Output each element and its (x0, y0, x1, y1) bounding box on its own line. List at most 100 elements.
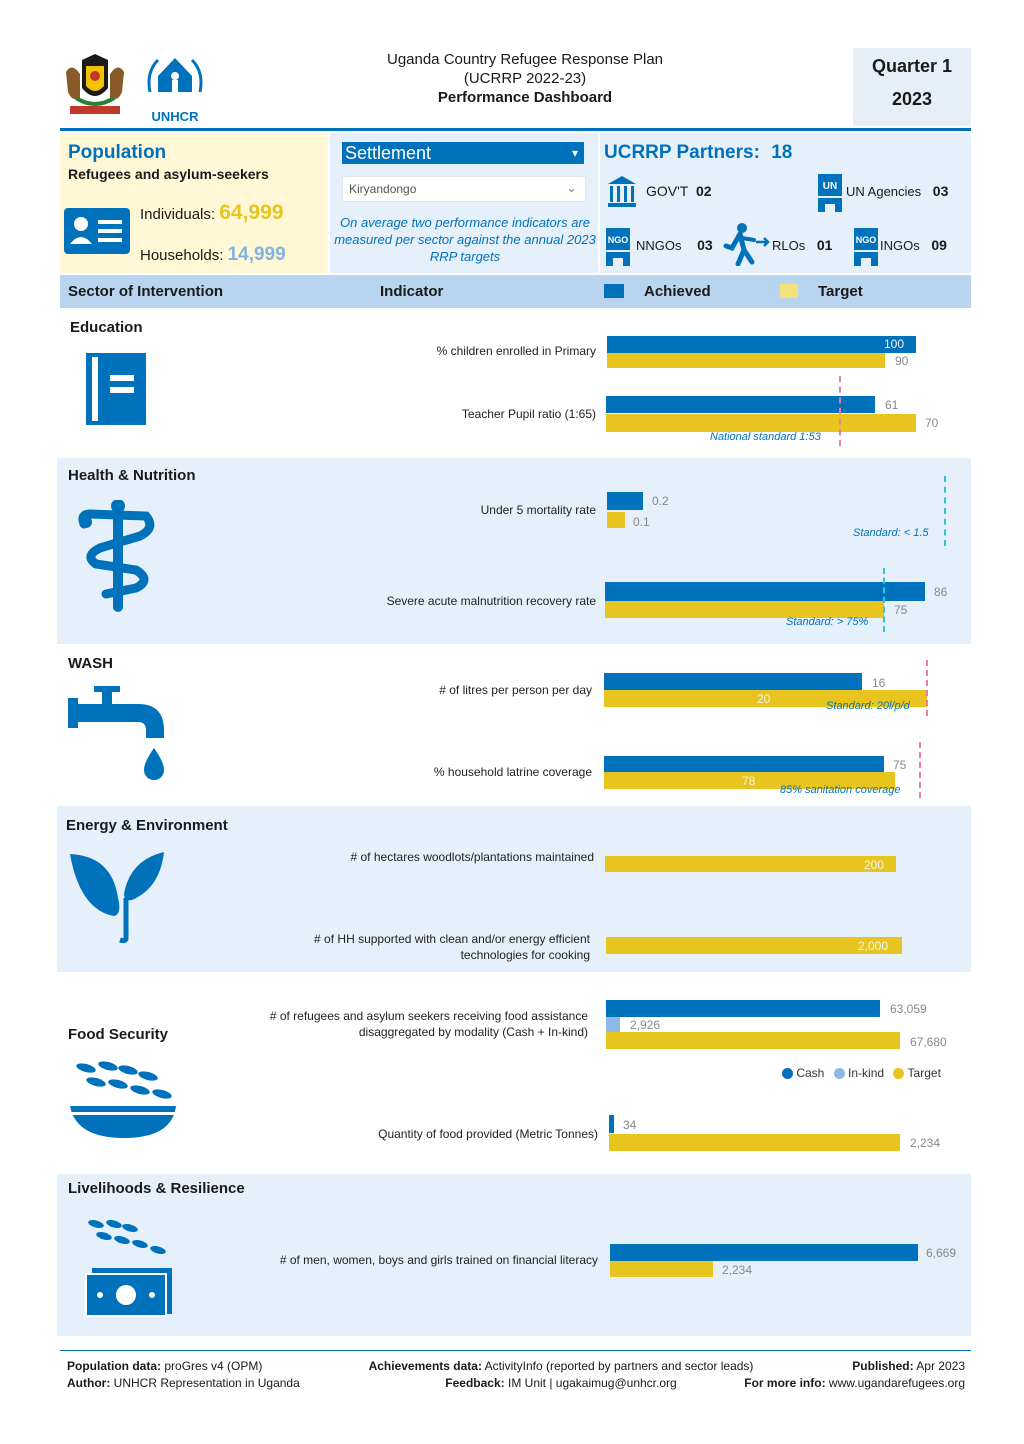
partner-rlo: RLOs 01 (772, 237, 832, 253)
indicator-label: Quantity of food provided (Metric Tonnes… (378, 1127, 598, 1141)
bar-achieved (605, 582, 925, 601)
money-grain-icon (82, 1218, 174, 1323)
bar-target (604, 690, 927, 707)
value-cash: 63,059 (890, 1002, 927, 1016)
households-label: Households: (140, 247, 224, 264)
bar-achieved (607, 336, 916, 353)
footer-more-link[interactable]: www.ugandarefugees.org (828, 1376, 965, 1390)
legend-cash-dot (782, 1068, 793, 1080)
standard-line (944, 476, 946, 546)
settlement-note: On average two performance indicators ar… (334, 215, 596, 264)
footer-middle: Achievements data: ActivityInfo (reporte… (346, 1358, 776, 1392)
footer-ach-label: Achievements data: (368, 1359, 482, 1373)
standard-label: Standard: 20l/p/d (826, 700, 910, 712)
section-title-energy: Energy & Environment (66, 817, 228, 834)
bar-target (607, 353, 885, 368)
settlement-filter-header[interactable]: Settlement ▾ (342, 142, 584, 164)
nngo-icon: NGO (604, 228, 632, 271)
indicator-label-line: # of HH supported with clean and/or ener… (314, 932, 590, 946)
section-title-livelihoods: Livelihoods & Resilience (68, 1180, 245, 1197)
section-title-food: Food Security (68, 1026, 169, 1043)
quarter-badge: Quarter 1 2023 (853, 48, 971, 126)
footer-divider (60, 1350, 971, 1351)
indicator-label: Under 5 mortality rate (480, 503, 596, 517)
food-bowl-icon (68, 1060, 180, 1145)
households-value: 14,999 (227, 244, 286, 265)
value-inkind: 2,926 (630, 1018, 661, 1032)
footer-right: Published: Apr 2023 For more info: www.u… (700, 1358, 965, 1392)
header-divider (60, 128, 971, 131)
population-subtitle: Refugees and asylum-seekers (68, 166, 269, 182)
individuals-row: Individuals: 64,999 (140, 201, 283, 225)
svg-text:UN: UN (823, 181, 837, 192)
footer-author-value: UNHCR Representation in Uganda (113, 1376, 300, 1390)
bar-target (606, 1032, 900, 1049)
indicator-label-line: disaggregated by modality (Cash + In-kin… (358, 1025, 588, 1039)
value-target: 20 (757, 692, 771, 706)
value-target: 78 (742, 774, 756, 788)
unhcr-logo: UNHCR (144, 52, 206, 124)
footer-more-label: For more info: (744, 1376, 826, 1390)
col-sector: Sector of Intervention (68, 283, 224, 300)
bar-inkind (606, 1017, 620, 1032)
col-achieved: Achieved (644, 283, 711, 300)
standard-label: National standard 1:53 (710, 431, 821, 443)
svg-text:NGO: NGO (856, 235, 877, 245)
indicator-label: % children enrolled in Primary (436, 344, 596, 358)
col-target: Target (818, 283, 863, 300)
value-achieved: 75 (893, 758, 907, 772)
ingo-icon: NGO (852, 228, 880, 271)
settlement-select[interactable]: Kiryandongo ⌄ (342, 176, 586, 202)
indicator-label-line: technologies for cooking (460, 948, 590, 962)
population-title: Population (68, 142, 167, 163)
standard-label: 85% sanitation coverage (780, 784, 901, 796)
indicator-label: Teacher Pupil ratio (1:65) (461, 407, 596, 421)
value-achieved: 16 (872, 676, 886, 690)
value-target: 2,000 (858, 939, 889, 953)
value-achieved: 6,669 (926, 1246, 957, 1260)
partner-nngo-value: 03 (697, 237, 713, 253)
title-line-3: Performance Dashboard (437, 89, 613, 106)
standard-label: Standard: < 1.5 (853, 527, 929, 539)
bar-achieved (604, 756, 884, 772)
svg-text:NGO: NGO (608, 235, 629, 245)
value-target: 67,680 (910, 1035, 947, 1049)
bar-achieved (607, 492, 643, 510)
bar-target (606, 414, 916, 432)
section-title-wash: WASH (68, 655, 113, 672)
value-achieved: 34 (623, 1118, 637, 1132)
id-card-icon (64, 208, 130, 259)
settlement-selected-value: Kiryandongo (349, 182, 417, 196)
value-target: 200 (864, 858, 885, 872)
partner-un-label: UN Agencies (846, 184, 922, 199)
bar-target (610, 1261, 713, 1277)
water-tap-icon (68, 686, 168, 787)
footer-feedback-value[interactable]: IM Unit | ugakaimug@unhcr.org (507, 1376, 677, 1390)
footer-left: Population data: proGres v4 (OPM) Author… (67, 1358, 300, 1392)
bar-target (609, 1134, 900, 1151)
plant-leaves-icon (68, 848, 168, 949)
value-achieved: 61 (885, 398, 899, 412)
filter-icon: ▾ (571, 146, 578, 160)
legend-target-label: Target (907, 1066, 941, 1080)
chevron-down-icon: ⌄ (566, 180, 577, 195)
legend-cash-label: Cash (796, 1066, 825, 1080)
legend-target-dot (893, 1068, 905, 1080)
footer-population-source: Population data: proGres v4 (OPM) (67, 1358, 300, 1375)
partner-rlo-label: RLOs (772, 238, 806, 253)
value-achieved: 100 (884, 337, 905, 351)
bar-achieved (610, 1244, 918, 1261)
legend-inkind-label: In-kind (848, 1066, 885, 1080)
partner-nngo: NNGOs 03 (636, 237, 713, 253)
food-legend: Cash In-kind Target (782, 1066, 941, 1080)
partner-ingo-value: 09 (931, 237, 947, 253)
title-line-2: (UCRRP 2022-23) (463, 70, 587, 87)
footer-pop-label: Population data: (67, 1359, 161, 1373)
partner-un: UN Agencies 03 (846, 183, 948, 199)
partners-title: UCRRP Partners: (604, 142, 760, 163)
partner-ingo-label: INGOs (880, 238, 920, 253)
rlo-person-icon (722, 222, 770, 271)
value-target: 70 (925, 416, 939, 430)
indicator-label: # of hectares woodlots/plantations maint… (350, 850, 595, 864)
partner-ingo: INGOs 09 (880, 237, 947, 253)
